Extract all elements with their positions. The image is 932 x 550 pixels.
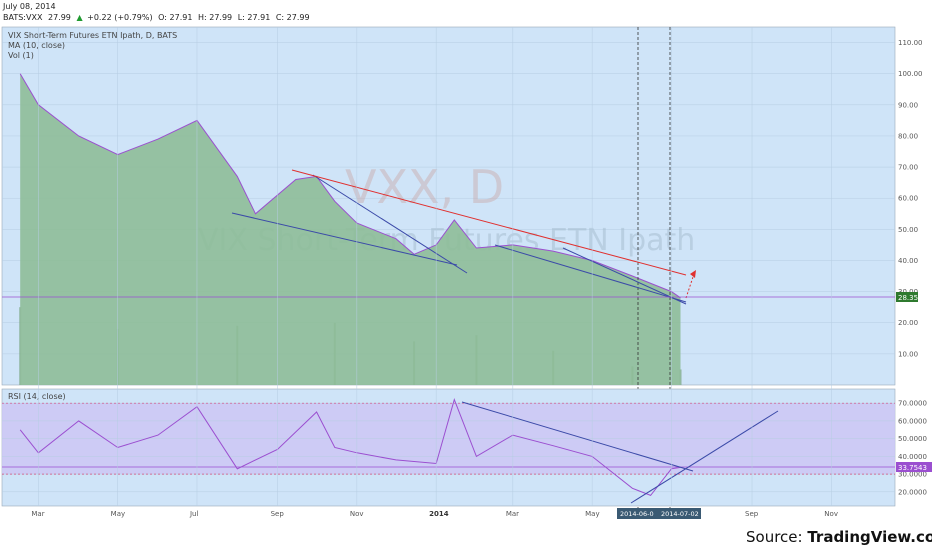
legend-rsi: RSI (14, close) (8, 392, 66, 401)
header-open: 27.91 (170, 13, 193, 22)
rsi-trendline-up (630, 410, 779, 504)
volume-bar (19, 307, 22, 385)
source-brand: TradingView.com (807, 528, 932, 546)
legend-ma: MA (10, close) (8, 41, 65, 50)
time-tick-label: Jul (189, 510, 199, 518)
rsi-line (19, 398, 681, 497)
time-tick-label: 2014 (429, 510, 449, 518)
price-tick-label: 50.00 (898, 226, 918, 234)
rsi-tick-label: 30.0000 (898, 471, 927, 479)
source-text: Source: TradingView.com (746, 528, 932, 546)
date-marker-1-badge (617, 508, 659, 519)
trendline-lower-3 (562, 247, 687, 305)
volume-bar (679, 369, 682, 385)
price-tick-label: 110.00 (898, 39, 923, 47)
rsi-axis: 70.0000 60.0000 50.0000 40.0000 30.0000 20.00… (898, 400, 927, 497)
price-tick-label: 20.00 (898, 319, 918, 327)
time-tick-label: Mar (31, 510, 44, 518)
time-tick-label: Nov (824, 510, 838, 518)
trendline-upper-red (291, 169, 687, 276)
date-marker-2: 2014-07-02 (661, 510, 699, 518)
price-tick-label: 40.00 (898, 257, 918, 265)
header-close-label: C: (276, 13, 284, 22)
price-axis: 110.00 100.00 90.00 80.00 70.00 60.00 50.00 40.… (898, 39, 923, 358)
date-marker-2-badge (659, 508, 701, 519)
rsi-tick-label: 60.0000 (898, 417, 927, 425)
header-change: +0.22 (+0.79%) (87, 13, 152, 22)
header-open-label: O: (158, 13, 167, 22)
header-low-label: L: (238, 13, 245, 22)
price-tick-label: 60.00 (898, 195, 918, 203)
time-tick-label: Mar (506, 510, 519, 518)
rsi-last-label: 33.7543 (898, 464, 927, 472)
time-axis: MarMayJulSepNov2014MarMayJulSepNov (31, 27, 838, 518)
price-tick-label: 10.00 (898, 350, 918, 358)
price-area (20, 73, 681, 385)
change-up-icon: ▲ (76, 13, 83, 22)
breakout-arrow-head-icon (690, 270, 696, 278)
header-close: 27.99 (287, 13, 310, 22)
last-price-label: 28.35 (898, 294, 918, 302)
header-high: 27.99 (209, 13, 232, 22)
price-tick-label: 70.00 (898, 164, 918, 172)
legend-vol: Vol (1) (8, 51, 34, 60)
source-prefix: Source: (746, 528, 807, 546)
time-tick-label: May (585, 510, 599, 518)
header-date: July 08, 2014 (2, 2, 56, 11)
header-quote: BATS:VXX 27.99 ▲ +0.22 (+0.79%) O: 27.91… (3, 13, 310, 22)
trendline-fall (312, 174, 468, 274)
time-tick-label: Sep (745, 510, 759, 518)
rsi-tick-label: 40.0000 (898, 453, 927, 461)
last-price-badge (896, 292, 918, 302)
rsi-last-badge (896, 462, 932, 472)
legend-title: VIX Short-Term Futures ETN Ipath, D, BAT… (8, 31, 177, 40)
header-low: 27.91 (247, 13, 270, 22)
rsi-tick-label: 70.0000 (898, 400, 927, 408)
breakout-arrow (685, 273, 695, 299)
price-tick-label: 80.00 (898, 132, 918, 140)
watermark-symbol: VXX, D (345, 160, 504, 214)
time-tick-label: Nov (350, 510, 364, 518)
rsi-tick-label: 20.0000 (898, 488, 927, 496)
rsi-tick-label: 50.0000 (898, 435, 927, 443)
trendline-lower-1 (231, 212, 458, 266)
rsi-trendline-down (461, 401, 694, 472)
price-tick-label: 100.00 (898, 70, 923, 78)
time-tick-label: May (111, 510, 125, 518)
header-last: 27.99 (48, 13, 71, 22)
time-tick-label: Sep (271, 510, 285, 518)
header-symbol: BATS:VXX (3, 13, 43, 22)
header-high-label: H: (198, 13, 207, 22)
date-marker-1: 2014-06-0 (620, 510, 654, 518)
price-tick-label: 90.00 (898, 101, 918, 109)
trendline-lower-2 (494, 244, 687, 303)
